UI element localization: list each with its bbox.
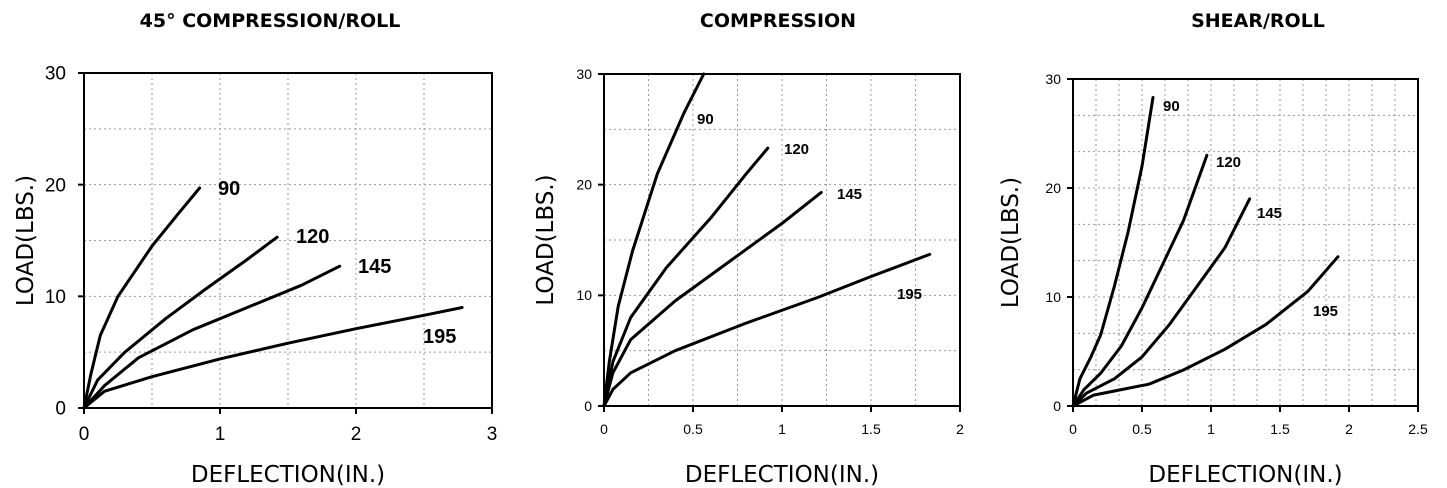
chart-3: SHEAR/ROLL 0 0.5 1 1.5 2 2.5 0 10 20 30 DEFLECTION(… <box>998 10 1428 488</box>
y-axis-label: LOAD(LBS.) <box>998 177 1024 308</box>
x-tick-label: 1.5 <box>861 421 881 437</box>
y-tick-label: 10 <box>1045 289 1061 305</box>
series-label-120: 120 <box>296 226 329 248</box>
x-tick-label: 2 <box>351 424 362 445</box>
series-line-120 <box>82 235 279 410</box>
y-tick-label: 10 <box>45 287 66 308</box>
series-label-145: 145 <box>837 186 862 203</box>
x-tick-label: 1 <box>778 421 786 437</box>
series-line-195 <box>602 252 932 408</box>
chart-title: COMPRESSION <box>700 10 856 32</box>
x-axis-label: DEFLECTION(IN.) <box>1148 462 1342 488</box>
y-tick-label: 10 <box>576 287 592 303</box>
series-label-145: 145 <box>358 256 391 278</box>
chart-title: 45° COMPRESSION/ROLL <box>140 10 401 32</box>
plot-frame <box>83 72 493 409</box>
series-line-90 <box>1071 96 1155 408</box>
y-tick-label: 0 <box>55 399 66 420</box>
series-label-145: 145 <box>1257 205 1282 222</box>
x-tick-label: 1.5 <box>1270 421 1290 437</box>
series-label-195: 195 <box>897 286 922 303</box>
series-line-90 <box>82 186 202 410</box>
x-tick-label: 1 <box>215 424 226 445</box>
x-tick-label: 2 <box>956 421 964 437</box>
x-tick-label: 1 <box>1207 421 1215 437</box>
series-line-145 <box>602 190 823 408</box>
x-tick-label: 2 <box>1345 421 1353 437</box>
y-tick-label: 20 <box>45 175 66 196</box>
y-tick-label: 0 <box>1053 398 1061 414</box>
series-line-145 <box>82 264 342 410</box>
series-label-90: 90 <box>218 178 240 200</box>
series-line-195 <box>1071 255 1340 408</box>
y-tick-label: 20 <box>576 177 592 193</box>
x-tick-label: 3 <box>487 424 498 445</box>
x-axis-label: DEFLECTION(IN.) <box>685 462 879 488</box>
plot-frame <box>1072 78 1419 407</box>
x-tick-label: 0 <box>600 421 608 437</box>
x-tick-label: 0.5 <box>683 421 703 437</box>
chart-title: SHEAR/ROLL <box>1191 10 1325 32</box>
x-axis-label: DEFLECTION(IN.) <box>191 462 385 488</box>
y-tick-label: 20 <box>1045 180 1061 196</box>
y-axis-label: LOAD(LBS.) <box>13 175 39 306</box>
series-line-120 <box>1071 153 1209 408</box>
series-label-195: 195 <box>423 326 456 348</box>
series-label-195: 195 <box>1313 303 1338 320</box>
series-label-90: 90 <box>1163 98 1180 115</box>
y-tick-label: 30 <box>576 66 592 82</box>
y-tick-label: 0 <box>584 398 592 414</box>
x-tick-label: 0 <box>79 424 90 445</box>
series-label-120: 120 <box>1216 154 1241 171</box>
series-label-90: 90 <box>697 111 714 128</box>
series-line-145 <box>1071 197 1252 408</box>
series-line-90 <box>602 72 706 408</box>
series-label-120: 120 <box>784 141 809 158</box>
x-tick-label: 2.5 <box>1408 421 1428 437</box>
series-line-195 <box>82 306 464 410</box>
y-axis-label: LOAD(LBS.) <box>533 174 559 305</box>
x-tick-label: 0.5 <box>1132 421 1152 437</box>
series-line-120 <box>602 146 770 408</box>
x-tick-label: 0 <box>1069 421 1077 437</box>
y-tick-label: 30 <box>1045 71 1061 87</box>
y-tick-label: 30 <box>45 64 66 85</box>
